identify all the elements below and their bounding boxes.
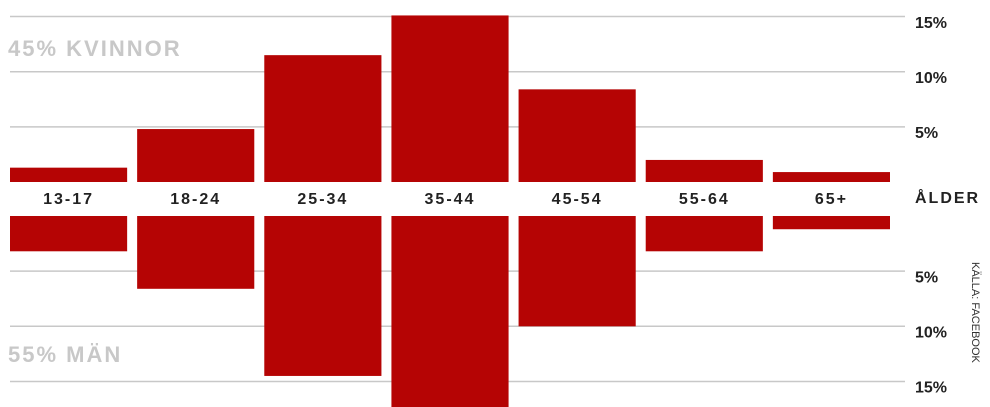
bar (645, 159, 763, 182)
legend-label: 45% KVINNOR (8, 36, 182, 61)
x-axis-label: ÅLDER (915, 188, 980, 207)
bar (772, 172, 890, 182)
source: KÄLLA: FACEBOOK (969, 262, 981, 364)
x-tick-label: 55-64 (679, 191, 730, 208)
x-tick-label: 13-17 (43, 191, 94, 208)
bar (137, 129, 255, 182)
bar (645, 216, 763, 252)
x-tick-label: 35-44 (425, 191, 476, 208)
bar (137, 216, 255, 289)
y-tick-label: 15% (915, 380, 947, 397)
bar (391, 15, 509, 182)
bar (264, 55, 382, 182)
bar (10, 167, 128, 182)
y-tick-label: 5% (915, 125, 938, 142)
y-tick-label: 5% (915, 269, 938, 286)
bar (518, 89, 636, 182)
bar (10, 216, 128, 252)
bar (772, 216, 890, 230)
x-tick-label: 45-54 (552, 191, 603, 208)
bar (264, 216, 382, 376)
x-tick-label: 18-24 (170, 191, 221, 208)
x-tick-label: 65+ (815, 191, 848, 208)
y-tick-label: 15% (915, 15, 947, 32)
legend-label: 55% MÄN (8, 342, 122, 367)
y-tick-label: 10% (915, 325, 947, 342)
bar (518, 216, 636, 327)
x-tick-label: 25-34 (297, 191, 348, 208)
y-tick-label: 10% (915, 70, 947, 87)
bar (391, 216, 509, 407)
